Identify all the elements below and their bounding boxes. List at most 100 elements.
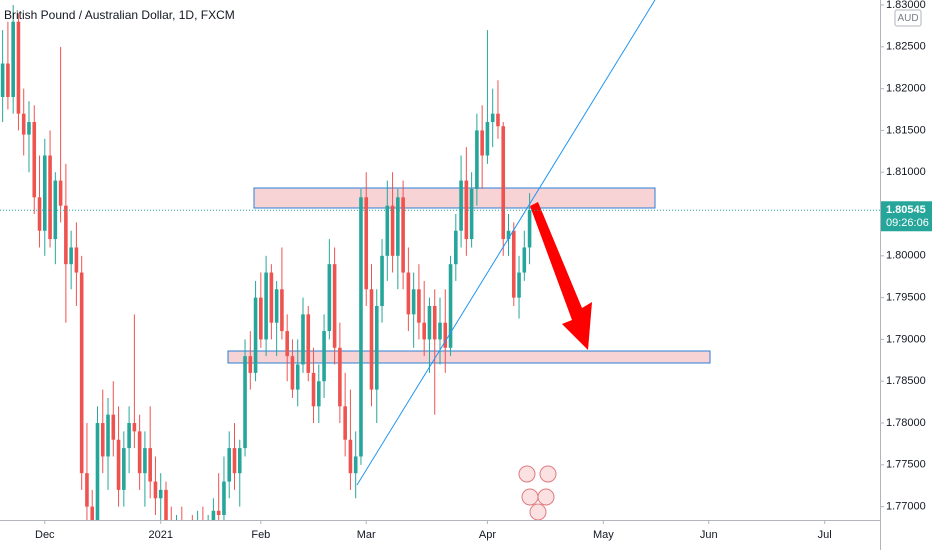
candle-body	[27, 122, 31, 135]
trend-line	[356, 0, 656, 486]
plot-area	[0, 0, 711, 520]
candle-body	[232, 448, 237, 474]
candle-body	[353, 456, 358, 474]
x-tick-label: May	[593, 529, 614, 541]
candle-body	[522, 247, 527, 273]
x-tick-label: Jul	[818, 529, 832, 541]
candle-body	[306, 314, 311, 373]
candle-body	[475, 130, 479, 189]
candle-body	[517, 272, 521, 298]
candle-body	[459, 180, 463, 231]
candle-body	[79, 272, 84, 474]
candle-body	[222, 481, 226, 515]
candle-body	[100, 423, 105, 457]
chart-title: British Pound / Australian Dollar, 1D, F…	[4, 8, 235, 22]
countdown-label: 09:26:06	[886, 217, 929, 229]
candle-body	[411, 289, 416, 315]
last-price-box	[881, 201, 932, 232]
candle-body	[137, 431, 142, 474]
candle-body	[401, 197, 405, 273]
y-tick-label: 1.77500	[886, 459, 926, 471]
resistance-zone	[253, 187, 656, 209]
candle-body	[343, 406, 347, 440]
currency-label: AUD	[897, 13, 918, 24]
event-icon	[539, 465, 557, 483]
candle-body	[95, 423, 100, 520]
candle-body	[485, 122, 490, 156]
y-tick-label: 1.80000	[886, 250, 926, 262]
candle-body	[480, 130, 484, 156]
candle-body	[338, 347, 342, 407]
candle-body	[164, 489, 168, 520]
candle-body	[422, 322, 426, 340]
last-price-label: 1.80545	[886, 204, 926, 216]
candle-body	[259, 297, 263, 340]
currency-box	[894, 9, 922, 27]
y-tick-label: 1.83000	[886, 0, 926, 11]
candle-body	[443, 322, 448, 348]
candle-body	[359, 197, 363, 457]
candle-body	[53, 180, 58, 240]
candle-body	[396, 197, 400, 256]
candle-body	[148, 448, 152, 482]
x-tick-label: Jun	[700, 529, 718, 541]
y-tick-label: 1.79000	[886, 333, 926, 345]
y-tick-label: 1.79500	[886, 292, 926, 304]
candle-body	[385, 205, 390, 256]
candle-body	[132, 423, 137, 432]
candle-body	[11, 21, 15, 97]
candle-body	[48, 155, 52, 240]
candle-body	[280, 289, 284, 332]
candle-body	[438, 322, 442, 340]
candle-body	[6, 63, 10, 97]
candle-body	[332, 264, 337, 348]
event-icon	[521, 488, 539, 506]
candle-body	[317, 381, 321, 407]
candle-body	[237, 448, 242, 474]
y-tick-label: 1.82500	[886, 41, 926, 53]
candle-body	[248, 356, 253, 373]
candle-body	[69, 247, 73, 265]
candle-body	[501, 126, 506, 240]
candle-body	[158, 489, 163, 499]
candle-body	[496, 113, 500, 127]
candle-body	[322, 331, 326, 382]
candle-body	[211, 510, 216, 520]
candle-body	[369, 289, 374, 390]
candle-body	[269, 272, 274, 323]
candle-body	[427, 305, 432, 340]
candle-body	[454, 230, 458, 265]
x-tick-label: Apr	[479, 529, 496, 541]
y-tick-label: 1.81500	[886, 124, 926, 136]
candle-body	[448, 264, 453, 348]
candle-body	[90, 506, 95, 520]
candle-body	[301, 314, 305, 365]
candle-body	[295, 364, 300, 390]
candle-body	[253, 297, 258, 373]
candle-body	[417, 289, 421, 323]
candle-body	[122, 448, 126, 490]
candle-body	[0, 63, 5, 97]
forecast-arrow	[530, 202, 592, 350]
x-tick-label: Feb	[251, 529, 270, 541]
candle-body	[390, 205, 395, 256]
candle-body	[469, 188, 474, 240]
candle-body	[264, 272, 268, 340]
y-tick-label: 1.82000	[886, 83, 926, 95]
candle-body	[64, 205, 68, 265]
candle-body	[511, 230, 516, 298]
candle-body	[364, 197, 369, 290]
candle-body	[274, 289, 279, 323]
candle-body	[42, 155, 47, 231]
candle-body	[290, 356, 295, 390]
y-tick-label: 1.81000	[886, 166, 926, 178]
candle-body	[527, 210, 532, 248]
candle-body	[127, 423, 131, 449]
candle-body	[490, 113, 495, 123]
candle-body	[406, 272, 411, 315]
candle-body	[432, 305, 437, 340]
candle-body	[464, 180, 469, 240]
candle-body	[227, 448, 232, 482]
candle-body	[106, 414, 110, 457]
